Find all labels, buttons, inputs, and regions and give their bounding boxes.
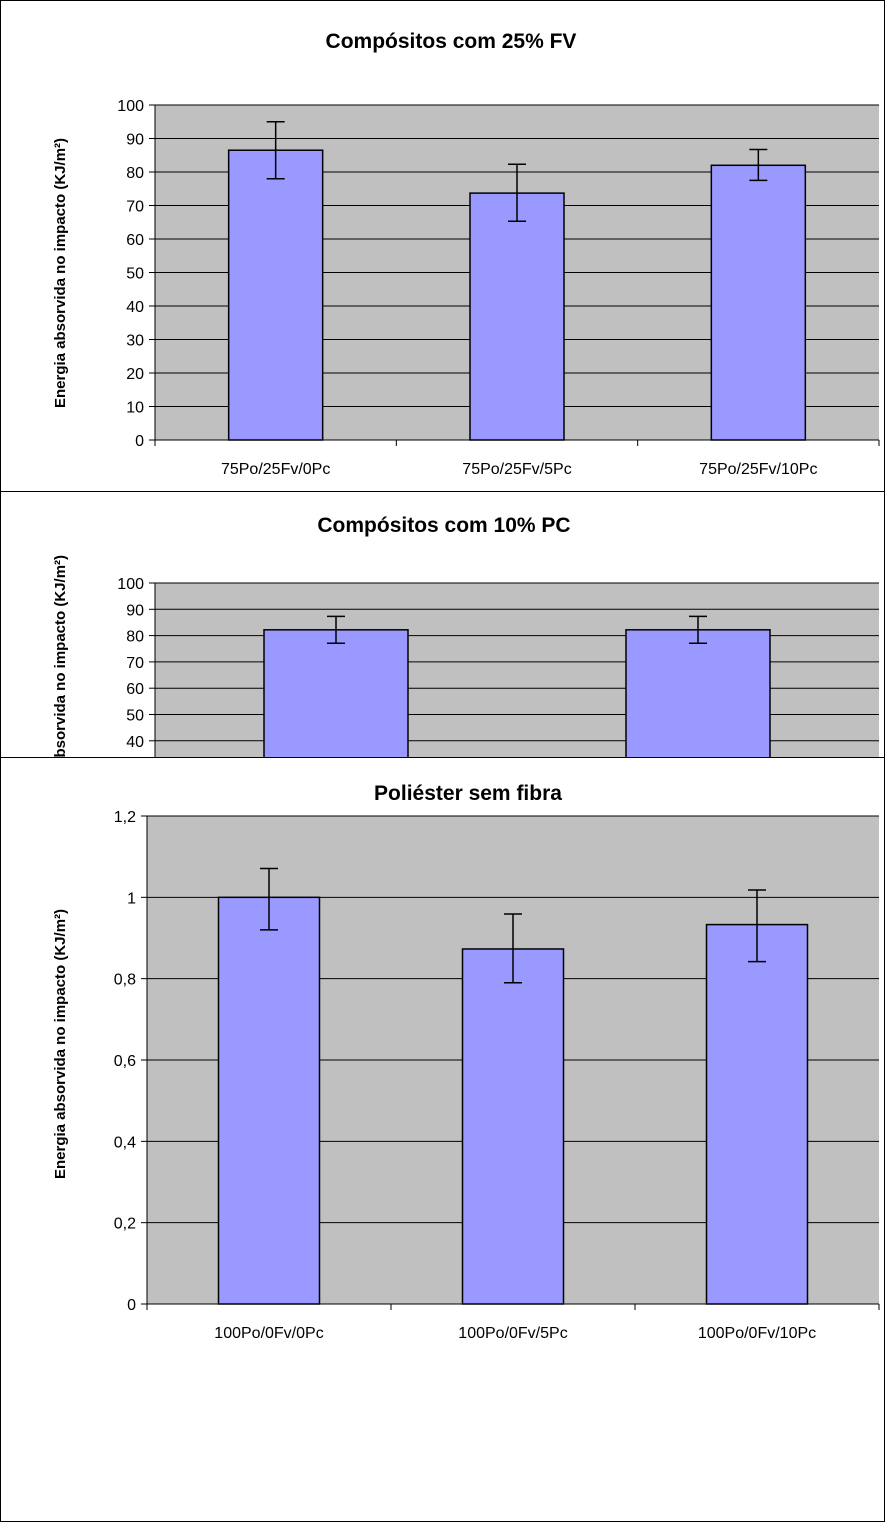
bar bbox=[217, 896, 321, 1305]
y-tick-label: 30 bbox=[126, 333, 144, 350]
chart-10pc: Compósitos com 10% PC Energia absorvida … bbox=[52, 514, 880, 884]
y-tick-label: 1 bbox=[127, 890, 136, 907]
y-tick-label: 60 bbox=[126, 681, 144, 698]
y-tick-label: 0,4 bbox=[114, 1134, 136, 1151]
y-tick-label: 90 bbox=[126, 602, 144, 619]
x-category-label: 100Po/0Fv/5Pc bbox=[458, 1325, 567, 1342]
x-category-label: 100Po/0Fv/10Pc bbox=[698, 1325, 816, 1342]
y-tick-label: 1,2 bbox=[114, 809, 136, 826]
y-tick-label: 50 bbox=[126, 266, 144, 283]
y-tick-label: 90 bbox=[126, 132, 144, 149]
y-tick-label: 0,2 bbox=[114, 1216, 136, 1233]
chart-title: Compósitos com 10% PC bbox=[317, 514, 570, 537]
y-tick-label: 0 bbox=[127, 1297, 136, 1314]
bar bbox=[227, 149, 324, 441]
y-tick-label: 100 bbox=[117, 576, 144, 593]
y-tick-label: 70 bbox=[126, 655, 144, 672]
bar bbox=[710, 164, 807, 441]
y-tick-label: 100 bbox=[117, 98, 144, 115]
plot-area-group: 0 10 20 30 40 50 60 70 80 90 100 75Po/25Fv/0Pc 75Po/… bbox=[117, 98, 880, 478]
chart-poliester: Poliéster sem fibra Energia absorvida no… bbox=[52, 782, 880, 1342]
y-tick-label: 40 bbox=[126, 299, 144, 316]
y-tick-label: 0,6 bbox=[114, 1053, 136, 1070]
chart-panel-10pc: Compósitos com 10% PC Energia absorvida … bbox=[0, 491, 885, 884]
bar bbox=[461, 948, 565, 1305]
y-tick-label: 0,8 bbox=[114, 972, 136, 989]
bar bbox=[705, 923, 809, 1305]
y-tick-label: 60 bbox=[126, 232, 144, 249]
chart-title: Compósitos com 25% FV bbox=[326, 30, 577, 53]
y-tick-label: 50 bbox=[126, 708, 144, 725]
chart-title: Poliéster sem fibra bbox=[374, 782, 562, 805]
x-category-label: 75Po/25Fv/0Pc bbox=[221, 461, 330, 478]
x-category-label: 75Po/25Fv/10Pc bbox=[699, 461, 817, 478]
y-axis-label: Energia absorvida no impacto (KJ/m²) bbox=[52, 909, 69, 1179]
y-tick-label: 10 bbox=[126, 400, 144, 417]
y-axis-label: Energia absorvida no impacto (KJ/m²) bbox=[52, 138, 69, 408]
x-category-label: 75Po/25Fv/5Pc bbox=[462, 461, 571, 478]
chart-panel-poliester: Poliéster sem fibra Energia absorvida no… bbox=[0, 757, 885, 1522]
y-tick-label: 40 bbox=[126, 734, 144, 751]
y-tick-label: 80 bbox=[126, 629, 144, 646]
bar bbox=[469, 192, 565, 441]
y-tick-label: 80 bbox=[126, 165, 144, 182]
plot-area-group: 0 0,2 0,4 0,6 0,8 1 1,2 100Po/0Fv/0Pc 100Po/0Fv/… bbox=[114, 809, 880, 1342]
y-tick-label: 0 bbox=[135, 433, 144, 450]
chart-25fv: Compósitos com 25% FV Energia absorvida … bbox=[52, 30, 880, 478]
y-tick-label: 70 bbox=[126, 199, 144, 216]
y-tick-label: 20 bbox=[126, 366, 144, 383]
x-category-label: 100Po/0Fv/0Pc bbox=[214, 1325, 323, 1342]
chart-panel-25fv: Compósitos com 25% FV Energia absorvida … bbox=[0, 0, 885, 492]
